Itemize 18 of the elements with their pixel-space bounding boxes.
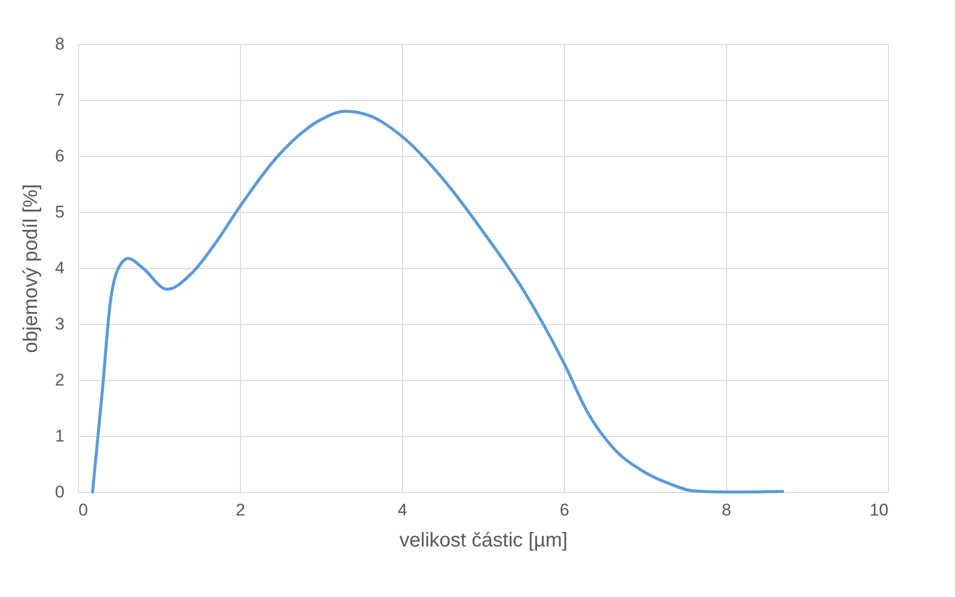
y-tick-label: 3 [55, 314, 64, 334]
y-tick-label: 4 [55, 258, 64, 278]
y-axis-title: objemový podíl [%] [20, 184, 42, 353]
line-series [91, 110, 784, 494]
y-tick-label: 8 [55, 34, 64, 54]
x-tick-label: 0 [78, 500, 88, 520]
y-tick-label: 0 [55, 482, 64, 502]
x-tick-label: 2 [236, 500, 246, 520]
y-tick-label: 5 [55, 202, 64, 222]
x-tick-label: 6 [560, 500, 570, 520]
y-tick-label: 1 [55, 426, 64, 446]
x-tick-label: 4 [398, 500, 408, 520]
x-tick-label: 10 [870, 500, 888, 520]
y-tick-label: 6 [55, 146, 64, 166]
y-tick-label: 2 [55, 370, 64, 390]
x-axis-title: velikost částic [µm] [399, 530, 568, 552]
x-tick-label: 8 [722, 500, 732, 520]
y-tick-label: 7 [55, 90, 64, 110]
